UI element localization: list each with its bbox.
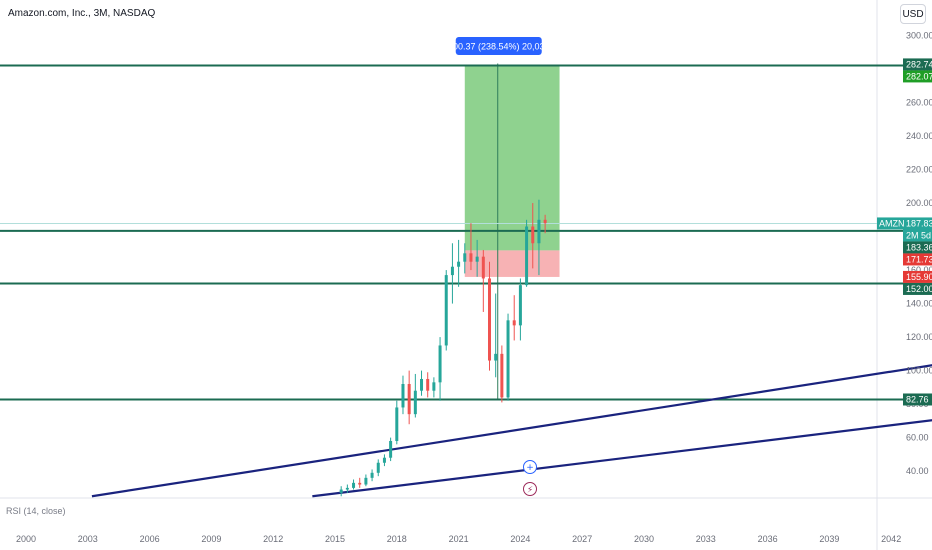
candle-body — [364, 477, 368, 485]
y-tick-label: 200.00 — [906, 198, 932, 208]
dividend-event-icon — [523, 482, 537, 496]
plus-glyph: + — [526, 463, 534, 473]
price-label-text: 82.76 — [906, 394, 929, 404]
symbol-tag-text: AMZN — [879, 218, 905, 228]
y-tick-label: 240.00 — [906, 131, 932, 141]
x-tick-label: 2033 — [696, 534, 716, 544]
x-tick-label: 2021 — [449, 534, 469, 544]
y-tick-label: 220.00 — [906, 165, 932, 175]
candle-body — [469, 253, 473, 262]
y-tick-label: 120.00 — [906, 332, 932, 342]
candle-body — [382, 457, 386, 463]
price-label-text: 187.83 — [906, 218, 932, 228]
candle-body — [494, 353, 498, 361]
price-label-text: 282.74 — [906, 59, 932, 69]
candle-body — [475, 256, 479, 262]
candle-body — [481, 256, 485, 279]
x-tick-label: 2006 — [140, 534, 160, 544]
position-stat-text: 200.37 (238.54%) 20,037 — [448, 42, 550, 52]
candle-body — [358, 482, 362, 485]
y-tick-label: 100.00 — [906, 366, 932, 376]
stop-zone — [464, 250, 560, 277]
symbol-tag-box — [877, 217, 903, 230]
price-label-text: 171.73 — [906, 254, 932, 264]
candle-body — [506, 320, 510, 398]
candle-body — [438, 345, 442, 383]
candle-body — [450, 266, 454, 276]
candle-body — [345, 487, 349, 490]
lightning-glyph: ⚡ — [527, 486, 533, 496]
x-tick-label: 2009 — [201, 534, 221, 544]
trendline — [91, 364, 932, 498]
x-tick-label: 2042 — [881, 534, 901, 544]
trendline — [312, 419, 932, 498]
price-label-box — [903, 241, 932, 254]
x-tick-label: 2027 — [572, 534, 592, 544]
y-tick-label: 40.00 — [906, 466, 929, 476]
price-label-box — [903, 253, 932, 266]
candle-body — [537, 219, 541, 244]
candle-body — [401, 384, 405, 408]
price-label-text: 183.36 — [906, 242, 932, 252]
x-tick-label: 2036 — [758, 534, 778, 544]
price-label-text: 152.00 — [906, 284, 932, 294]
x-tick-label: 2018 — [387, 534, 407, 544]
candle-body — [463, 253, 467, 262]
price-label-box — [903, 393, 932, 406]
rsi-indicator-label[interactable]: RSI (14, close) — [6, 506, 66, 516]
candle-body — [407, 384, 411, 415]
candle-body — [426, 378, 430, 391]
candle-body — [531, 226, 535, 244]
candle-body — [395, 407, 399, 441]
candle-body — [352, 482, 356, 488]
candle-body — [413, 390, 417, 415]
x-tick-label: 2003 — [78, 534, 98, 544]
y-tick-label: 60.00 — [906, 433, 929, 443]
target-zone — [464, 65, 560, 251]
price-label-countdown: 2M 5d — [906, 230, 931, 240]
price-label-text: 282.07 — [906, 71, 932, 81]
candle-body — [432, 382, 436, 391]
symbol-title: Amazon.com, Inc., 3M, NASDAQ — [8, 8, 156, 19]
x-tick-label: 2000 — [16, 534, 36, 544]
candle-body — [457, 261, 461, 267]
candle-body — [339, 489, 343, 493]
candle-body — [376, 462, 380, 473]
candle-body — [420, 378, 424, 391]
candle-body — [370, 472, 374, 478]
candle-body — [444, 275, 448, 346]
y-tick-label: 160.00 — [906, 265, 932, 275]
earnings-event-icon — [523, 460, 537, 474]
price-label-box — [903, 58, 932, 71]
candle-body — [488, 278, 491, 361]
candle-body — [525, 226, 529, 286]
y-tick-label: 260.00 — [906, 98, 932, 108]
x-tick-label: 2012 — [263, 534, 283, 544]
y-tick-label: 140.00 — [906, 299, 932, 309]
price-label-text: 155.90 — [906, 272, 932, 282]
x-tick-label: 2039 — [819, 534, 839, 544]
candle-body — [500, 353, 504, 398]
currency-button[interactable]: USD — [900, 4, 926, 24]
position-stat-box — [455, 37, 542, 55]
x-tick-label: 2024 — [510, 534, 530, 544]
candle-body — [512, 320, 516, 326]
price-label-box — [903, 70, 932, 83]
candle-body — [543, 219, 547, 224]
price-label-box — [903, 217, 932, 242]
price-label-box — [903, 282, 932, 295]
price-label-box — [903, 270, 932, 283]
candle-body — [389, 440, 393, 458]
x-tick-label: 2030 — [634, 534, 654, 544]
y-tick-label: 300.00 — [906, 31, 932, 41]
candle-body — [518, 285, 522, 326]
x-tick-label: 2015 — [325, 534, 345, 544]
